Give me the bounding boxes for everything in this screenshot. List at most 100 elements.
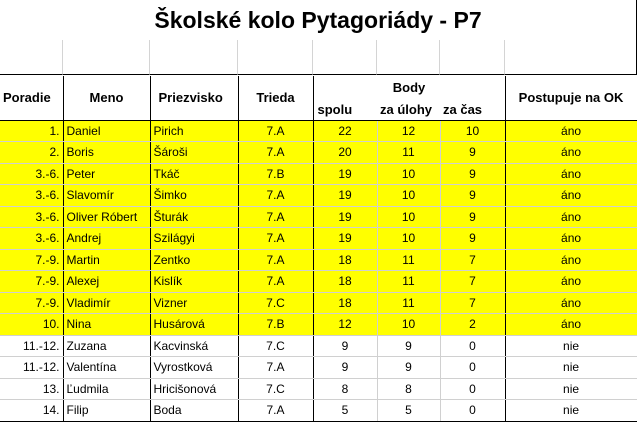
cell-rank[interactable]: 13.	[0, 378, 64, 400]
cell-total[interactable]: 19	[313, 184, 378, 207]
cell-class[interactable]: 7.A	[238, 206, 314, 228]
cell-tasks[interactable]: 10	[377, 227, 441, 250]
cell-last-name[interactable]: Vizner	[150, 292, 239, 314]
cell-rank[interactable]: 7.-9.	[0, 270, 64, 293]
cell-time[interactable]: 7	[440, 249, 506, 271]
cell-class[interactable]: 7.B	[238, 313, 314, 336]
cell-class[interactable]: 7.C	[238, 335, 314, 357]
cell-last-name[interactable]: Pirich	[150, 120, 239, 142]
cell-total[interactable]: 9	[313, 356, 378, 379]
cell-rank[interactable]: 14.	[0, 399, 64, 422]
cell-class[interactable]: 7.A	[238, 356, 314, 379]
cell-class[interactable]: 7.B	[238, 163, 314, 185]
cell-rank[interactable]: 2.	[0, 141, 64, 164]
blank-cell[interactable]	[505, 40, 637, 75]
cell-time[interactable]: 2	[440, 313, 506, 336]
cell-time[interactable]: 9	[440, 184, 506, 207]
cell-first-name[interactable]: Andrej	[63, 227, 151, 250]
cell-time[interactable]: 0	[440, 399, 506, 422]
cell-time[interactable]: 9	[440, 141, 506, 164]
cell-class[interactable]: 7.A	[238, 141, 314, 164]
cell-total[interactable]: 18	[313, 270, 378, 293]
cell-time[interactable]: 9	[440, 163, 506, 185]
cell-advances[interactable]: nie	[505, 335, 637, 357]
cell-time[interactable]: 0	[440, 356, 506, 379]
cell-time[interactable]: 0	[440, 378, 506, 400]
cell-last-name[interactable]: Husárová	[150, 313, 239, 336]
cell-first-name[interactable]: Oliver Róbert	[63, 206, 151, 228]
cell-class[interactable]: 7.A	[238, 120, 314, 142]
cell-advances[interactable]: áno	[505, 141, 637, 164]
cell-last-name[interactable]: Vyrostková	[150, 356, 239, 379]
cell-last-name[interactable]: Boda	[150, 399, 239, 422]
cell-first-name[interactable]: Peter	[63, 163, 151, 185]
cell-class[interactable]: 7.C	[238, 292, 314, 314]
cell-time[interactable]: 9	[440, 206, 506, 228]
cell-time[interactable]: 0	[440, 335, 506, 357]
cell-first-name[interactable]: Slavomír	[63, 184, 151, 207]
cell-class[interactable]: 7.A	[238, 399, 314, 422]
cell-last-name[interactable]: Šároši	[150, 141, 239, 164]
cell-first-name[interactable]: Filip	[63, 399, 151, 422]
cell-advances[interactable]: nie	[505, 356, 637, 379]
cell-rank[interactable]: 11.-12.	[0, 335, 64, 357]
cell-advances[interactable]: áno	[505, 249, 637, 271]
cell-last-name[interactable]: Tkáč	[150, 163, 239, 185]
cell-tasks[interactable]: 11	[377, 141, 441, 164]
cell-first-name[interactable]: Daniel	[63, 120, 151, 142]
cell-tasks[interactable]: 10	[377, 206, 441, 228]
cell-total[interactable]: 8	[313, 378, 378, 400]
cell-first-name[interactable]: Alexej	[63, 270, 151, 293]
cell-advances[interactable]: áno	[505, 120, 637, 142]
cell-tasks[interactable]: 9	[377, 356, 441, 379]
cell-first-name[interactable]: Boris	[63, 141, 151, 164]
cell-rank[interactable]: 7.-9.	[0, 292, 64, 314]
cell-total[interactable]: 22	[313, 120, 378, 142]
cell-tasks[interactable]: 9	[377, 335, 441, 357]
cell-tasks[interactable]: 8	[377, 378, 441, 400]
cell-advances[interactable]: áno	[505, 227, 637, 250]
cell-total[interactable]: 19	[313, 163, 378, 185]
cell-rank[interactable]: 1.	[0, 120, 64, 142]
blank-cell[interactable]	[238, 40, 313, 75]
blank-cell[interactable]	[63, 40, 150, 75]
cell-tasks[interactable]: 11	[377, 292, 441, 314]
blank-cell[interactable]	[0, 40, 63, 75]
cell-time[interactable]: 10	[440, 120, 506, 142]
cell-advances[interactable]: áno	[505, 184, 637, 207]
cell-advances[interactable]: áno	[505, 292, 637, 314]
cell-advances[interactable]: áno	[505, 270, 637, 293]
cell-first-name[interactable]: Ľudmila	[63, 378, 151, 400]
blank-cell[interactable]	[150, 40, 238, 75]
cell-rank[interactable]: 7.-9.	[0, 249, 64, 271]
cell-tasks[interactable]: 10	[377, 184, 441, 207]
cell-last-name[interactable]: Zentko	[150, 249, 239, 271]
cell-tasks[interactable]: 10	[377, 313, 441, 336]
cell-advances[interactable]: nie	[505, 399, 637, 422]
cell-total[interactable]: 18	[313, 249, 378, 271]
cell-class[interactable]: 7.A	[238, 227, 314, 250]
cell-last-name[interactable]: Šturák	[150, 206, 239, 228]
cell-time[interactable]: 7	[440, 292, 506, 314]
cell-last-name[interactable]: Kacvinská	[150, 335, 239, 357]
cell-last-name[interactable]: Šimko	[150, 184, 239, 207]
cell-rank[interactable]: 3.-6.	[0, 206, 64, 228]
cell-advances[interactable]: áno	[505, 206, 637, 228]
cell-class[interactable]: 7.A	[238, 184, 314, 207]
cell-class[interactable]: 7.C	[238, 378, 314, 400]
cell-total[interactable]: 12	[313, 313, 378, 336]
cell-tasks[interactable]: 11	[377, 270, 441, 293]
cell-advances[interactable]: áno	[505, 163, 637, 185]
cell-rank[interactable]: 3.-6.	[0, 227, 64, 250]
cell-total[interactable]: 18	[313, 292, 378, 314]
cell-advances[interactable]: nie	[505, 378, 637, 400]
blank-cell[interactable]	[377, 40, 440, 75]
blank-cell[interactable]	[313, 40, 377, 75]
cell-total[interactable]: 19	[313, 206, 378, 228]
cell-first-name[interactable]: Vladimír	[63, 292, 151, 314]
cell-time[interactable]: 7	[440, 270, 506, 293]
cell-first-name[interactable]: Martin	[63, 249, 151, 271]
cell-first-name[interactable]: Valentína	[63, 356, 151, 379]
cell-class[interactable]: 7.A	[238, 270, 314, 293]
cell-advances[interactable]: áno	[505, 313, 637, 336]
